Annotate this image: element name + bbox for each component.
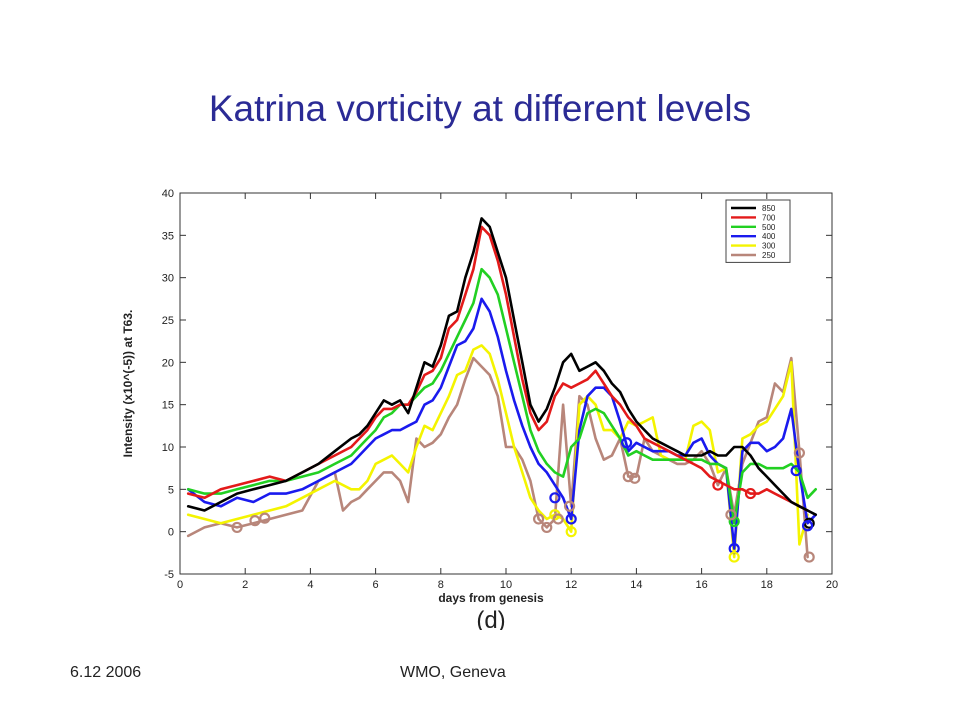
y-tick-label: 30 <box>162 273 174 285</box>
marker-250 <box>533 513 545 525</box>
y-tick-label: 5 <box>168 484 174 496</box>
marker-250 <box>249 515 261 527</box>
marker-250 <box>622 471 634 483</box>
legend-label-500: 500 <box>762 223 776 232</box>
panel-label: (d) <box>476 607 505 630</box>
y-tick-label: -5 <box>164 569 174 581</box>
marker-250 <box>793 447 806 459</box>
y-tick-label: 25 <box>162 315 174 327</box>
marker-400 <box>549 492 561 504</box>
x-tick-label: 12 <box>565 579 577 591</box>
marker-250 <box>552 513 564 525</box>
x-tick-label: 10 <box>500 579 512 591</box>
marker-700 <box>712 479 724 491</box>
marker-400 <box>790 465 802 477</box>
x-axis-label: days from genesis <box>438 591 544 605</box>
marker-300 <box>565 526 577 538</box>
series-line-300 <box>186 344 809 559</box>
marker-250 <box>803 551 815 563</box>
legend-label-400: 400 <box>762 232 776 241</box>
slide-title: Katrina vorticity at different levels <box>208 88 752 129</box>
series-line-700 <box>186 225 809 512</box>
marker-250 <box>541 521 553 534</box>
marker-700 <box>744 487 757 500</box>
y-axis-label: Intensity (x10^(-5)) at T63. <box>121 310 135 458</box>
marker-400 <box>621 437 633 449</box>
footer-organization: WMO, Geneva <box>400 664 506 681</box>
x-tick-label: 8 <box>438 579 444 591</box>
marker-400 <box>801 520 814 532</box>
vorticity-chart: 0 2 4 6 8 10 12 14 16 18 20 -5 0 5 10 15 20 25 30 35 40 days … <box>118 180 848 630</box>
y-tick-label: 15 <box>162 400 174 412</box>
y-tick-label: 10 <box>162 442 174 454</box>
legend-label-850: 850 <box>762 204 776 213</box>
x-tick-label: 20 <box>826 579 838 591</box>
legend-box <box>725 199 791 263</box>
marker-400 <box>565 513 577 525</box>
legend-label-700: 700 <box>762 213 776 222</box>
series-line-500 <box>186 267 818 525</box>
footer-date: 6.12 2006 <box>70 664 142 681</box>
series-line-850 <box>186 217 818 517</box>
x-tick-label: 6 <box>373 579 379 591</box>
marker-250 <box>629 472 641 484</box>
x-tick-label: 2 <box>242 579 248 591</box>
legend-label-300: 300 <box>762 242 776 251</box>
x-tick-label: 0 <box>177 579 183 591</box>
x-tick-label: 18 <box>761 579 773 591</box>
x-tick-label: 16 <box>695 579 707 591</box>
legend-label-250: 250 <box>762 251 776 260</box>
marker-250 <box>259 512 271 524</box>
x-tick-label: 4 <box>307 579 313 591</box>
y-tick-label: 0 <box>168 527 174 539</box>
x-tick-label: 14 <box>630 579 642 591</box>
y-tick-label: 35 <box>162 230 174 242</box>
chart-svg: 0 2 4 6 8 10 12 14 16 18 20-50510152025303540days … <box>121 188 838 630</box>
marker-300 <box>728 551 740 563</box>
marker-250 <box>725 509 737 521</box>
marker-250 <box>231 521 243 534</box>
marker-250 <box>563 500 576 512</box>
y-tick-label: 40 <box>162 188 174 200</box>
y-tick-label: 20 <box>162 357 174 369</box>
